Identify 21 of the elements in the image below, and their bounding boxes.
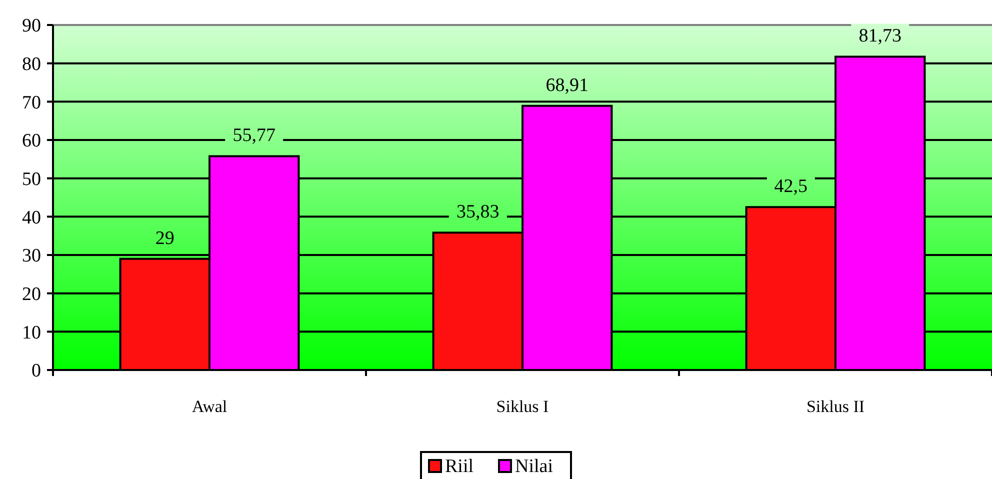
y-tick-label: 0 bbox=[32, 360, 41, 382]
x-tick-label: Siklus I bbox=[496, 397, 550, 416]
data-label: 35,83 bbox=[456, 202, 500, 223]
data-label: 42,5 bbox=[774, 176, 808, 198]
legend-label: Nilai bbox=[515, 456, 553, 477]
y-tick-label: 40 bbox=[22, 207, 41, 228]
y-tick-label: 90 bbox=[22, 16, 41, 37]
data-label: 55,77 bbox=[232, 125, 276, 146]
y-tick-label: 80 bbox=[22, 54, 41, 75]
x-tick-label: Awal bbox=[192, 397, 228, 416]
x-tick-label: Siklus II bbox=[806, 397, 865, 416]
y-tick-label: 60 bbox=[22, 130, 41, 152]
y-tick-label: 30 bbox=[22, 246, 41, 267]
data-label: 68,91 bbox=[546, 74, 588, 96]
legend-label: Riil bbox=[445, 456, 474, 477]
y-tick-label: 70 bbox=[22, 92, 41, 114]
y-tick-label: 20 bbox=[22, 284, 41, 305]
y-tick-label: 50 bbox=[22, 168, 41, 190]
data-label: 29 bbox=[155, 228, 174, 249]
data-label: 81,73 bbox=[858, 26, 902, 47]
y-tick-label: 10 bbox=[22, 322, 41, 344]
